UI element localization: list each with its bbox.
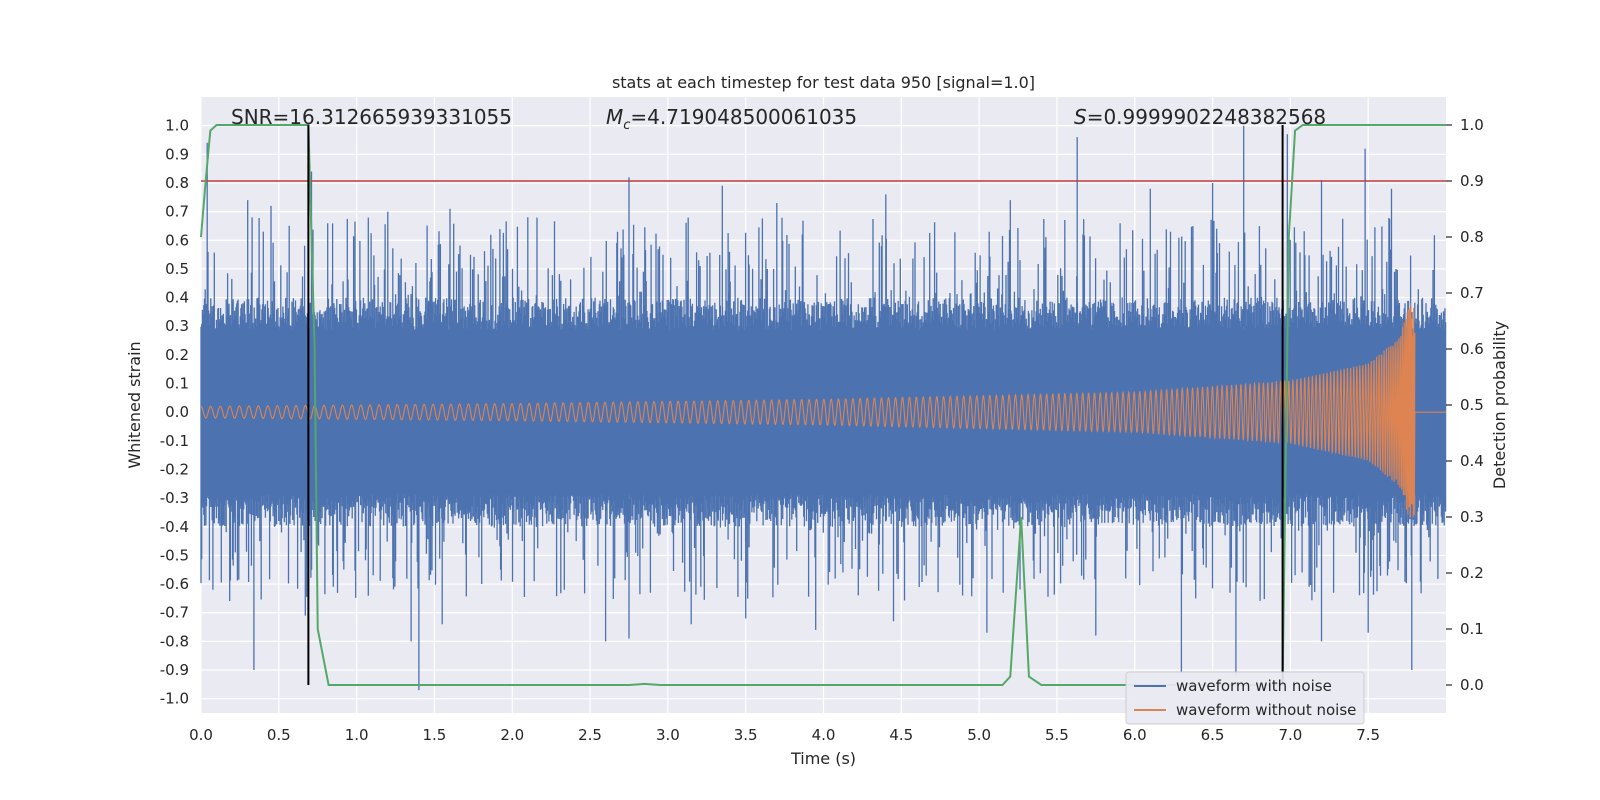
y2-tick-label: 0.1 [1460, 620, 1484, 638]
y2-tick-label: 0.2 [1460, 564, 1484, 582]
y-tick-label: 0.6 [165, 231, 189, 249]
y-tick-label: -0.6 [160, 575, 189, 593]
y2-tick-label: 0.0 [1460, 676, 1484, 694]
x-tick-label: 6.5 [1201, 726, 1225, 744]
detection-markers [307, 125, 1284, 685]
legend-box [1125, 671, 1365, 725]
y-tick-label: 0.2 [165, 346, 189, 364]
y-tick-label: 1.0 [165, 117, 189, 135]
series-detection-probability [200, 124, 1446, 686]
y-tick-label: -0.8 [160, 632, 189, 650]
x-tick-label: 5.0 [967, 726, 991, 744]
y-tick-label: 0.0 [165, 403, 189, 421]
y2-tick-label: 0.3 [1460, 508, 1484, 526]
y-tick-label: 0.7 [165, 203, 189, 221]
legend-label-clean: waveform without noise [1176, 701, 1356, 719]
y-tick-label: 0.9 [165, 145, 189, 163]
y-tick-label: 0.4 [165, 289, 189, 307]
y-tick-label: 0.8 [165, 174, 189, 192]
y-tick-label: -0.9 [160, 661, 189, 679]
y2-tick-label: 0.7 [1460, 284, 1484, 302]
x-axis: 0.0 0.5 1.0 1.5 2.0 2.5 3.0 3.5 4.0 4.5 5.0 5.5 6.0 6… [189, 726, 1380, 744]
chirp-mass-subscript: c [623, 118, 630, 133]
x-tick-label: 6.0 [1123, 726, 1147, 744]
y-tick-label: -0.2 [160, 460, 189, 478]
y-tick-label: -0.7 [160, 604, 189, 622]
y2-tick-label: 0.8 [1460, 228, 1484, 246]
x-tick-label: 2.5 [578, 726, 602, 744]
y-tick-label: -0.3 [160, 489, 189, 507]
x-tick-label: 0.0 [189, 726, 213, 744]
chirp-mass-annotation: Mc=4.719048500061035 [606, 105, 857, 133]
chart-title: stats at each timestep for test data 950… [612, 73, 1035, 92]
legend-label-noisy: waveform with noise [1176, 677, 1332, 695]
legend: waveform with noise waveform without noi… [1125, 671, 1365, 725]
chirp-mass-symbol: M [606, 105, 623, 129]
clean-waveform-path [200, 302, 1446, 518]
x-tick-label: 0.5 [267, 726, 291, 744]
y-axis-left: -1.0 -0.9 -0.8 -0.7 -0.6 -0.5 -0.4 -0.3 -0.2 -0.1… [160, 117, 189, 708]
snr-annotation: SNR=16.312665939331055 [231, 105, 512, 129]
y2-axis-label: Detection probability [1490, 321, 1509, 489]
y-tick-label: 0.3 [165, 317, 189, 335]
x-tick-label: 1.5 [423, 726, 447, 744]
y2-tick-label: 0.5 [1460, 396, 1484, 414]
y2-tick-label: 0.6 [1460, 340, 1484, 358]
y-tick-label: 0.1 [165, 375, 189, 393]
y-tick-label: 0.5 [165, 260, 189, 278]
series-waveform-without-noise [200, 302, 1446, 518]
x-tick-label: 4.5 [889, 726, 913, 744]
x-tick-label: 3.0 [656, 726, 680, 744]
x-tick-label: 7.5 [1356, 726, 1380, 744]
y2-tick-label: 0.4 [1460, 452, 1484, 470]
x-tick-label: 1.0 [345, 726, 369, 744]
y-tick-label: -0.5 [160, 546, 189, 564]
score-value: =0.9999902248382568 [1087, 105, 1326, 129]
score-symbol: S [1074, 105, 1087, 129]
x-tick-label: 7.0 [1278, 726, 1302, 744]
score-annotation: S=0.9999902248382568 [1074, 105, 1326, 129]
y2-tick-label: 0.9 [1460, 172, 1484, 190]
chirp-mass-value: =4.719048500061035 [630, 105, 857, 129]
x-tick-label: 4.0 [812, 726, 836, 744]
x-tick-label: 2.0 [500, 726, 524, 744]
y-tick-label: -0.4 [160, 518, 189, 536]
y-axis-right: 0.0 0.1 0.2 0.3 0.4 0.5 0.6 0.7 0.8 0.9 1.0 [1446, 116, 1484, 694]
y-tick-label: -0.1 [160, 432, 189, 450]
y-axis-label: Whitened strain [125, 341, 144, 468]
x-tick-label: 3.5 [734, 726, 758, 744]
x-tick-label: 5.5 [1045, 726, 1069, 744]
y-tick-label: -1.0 [160, 690, 189, 708]
x-axis-label: Time (s) [790, 749, 856, 768]
y2-tick-label: 1.0 [1460, 116, 1484, 134]
probability-path [200, 124, 1446, 686]
